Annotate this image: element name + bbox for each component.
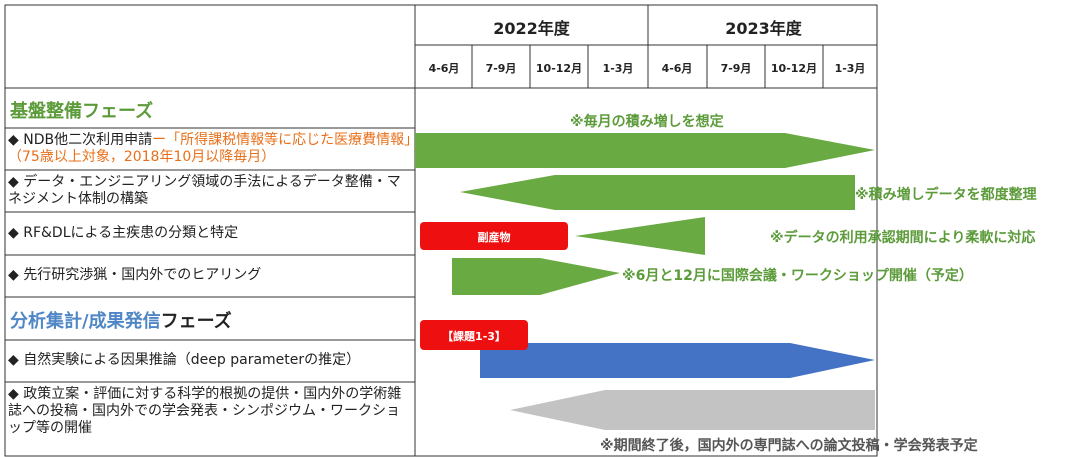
quarter: 10-12月: [770, 62, 818, 75]
annotation: ※期間終了後，国内外の専門誌への論文投稿・学会発表予定: [600, 438, 978, 454]
row-label: ◆ RF&DLによる主疾患の分類と特定: [8, 225, 239, 241]
annotation: ※データの利用承認期間により柔軟に対応: [770, 230, 1036, 246]
table-border: [4, 4, 878, 457]
annotation: ※6月と12月に国際会議・ワークショップ開催（予定）: [622, 268, 973, 284]
tag-label: 副産物: [477, 231, 511, 244]
quarter: 10-12月: [535, 62, 583, 75]
year: 2022年度: [493, 19, 570, 38]
row-label-highlight: ー「所得課税情報等に応じた医療費情報」（75歳以上対象，2018年10月以降毎月…: [8, 132, 412, 165]
quarter: 1-3月: [602, 62, 634, 75]
annotation: ※毎月の積み増しを想定: [570, 114, 724, 130]
quarter: 1-3月: [834, 62, 866, 75]
quarter: 4-6月: [428, 62, 460, 75]
row-label: ◆ NDB他二次利用申請ー「所得課税情報等に応じた医療費情報」（75歳以上対象，…: [8, 132, 412, 166]
tag-box: [420, 320, 528, 350]
phase-title: 基盤整備フェーズ: [10, 101, 154, 122]
quarter: 7-9月: [720, 62, 752, 75]
tag-label: 【課題1-3】: [442, 330, 506, 343]
row-label: ◆ 先行研究渉猟・国内外でのヒアリング: [8, 267, 262, 283]
arrow: [510, 390, 875, 430]
quarter: 4-6月: [661, 62, 693, 75]
phase-title: 分析集計/成果発信フェーズ: [10, 307, 232, 333]
row-label: ◆ 自然実験による因果推論（deep parameterの推定）: [8, 352, 361, 368]
table-lines: [4, 4, 878, 457]
arrow: [452, 258, 620, 295]
arrow: [415, 133, 875, 168]
annotation: ※積み増しデータを都度整理: [855, 187, 1037, 203]
phase-title-rest: フェーズ: [160, 311, 232, 332]
row-label: ◆ データ・エンジニアリング領域の手法によるデータ整備・マネジメント体制の構築: [8, 174, 401, 207]
phase-title-colored: 分析集計/成果発信: [10, 311, 161, 332]
year: 2023年度: [725, 19, 802, 38]
row-label: ◆ 政策立案・評価に対する科学的根拠の提供・国内外の学術雑誌への投稿・国内外での…: [8, 386, 402, 436]
arrow: [460, 175, 855, 210]
row-label-main: ◆ NDB他二次利用申請: [8, 132, 153, 148]
arrow: [480, 343, 875, 378]
tag-box: [420, 222, 568, 250]
quarter: 7-9月: [485, 62, 517, 75]
arrow: [575, 217, 705, 255]
